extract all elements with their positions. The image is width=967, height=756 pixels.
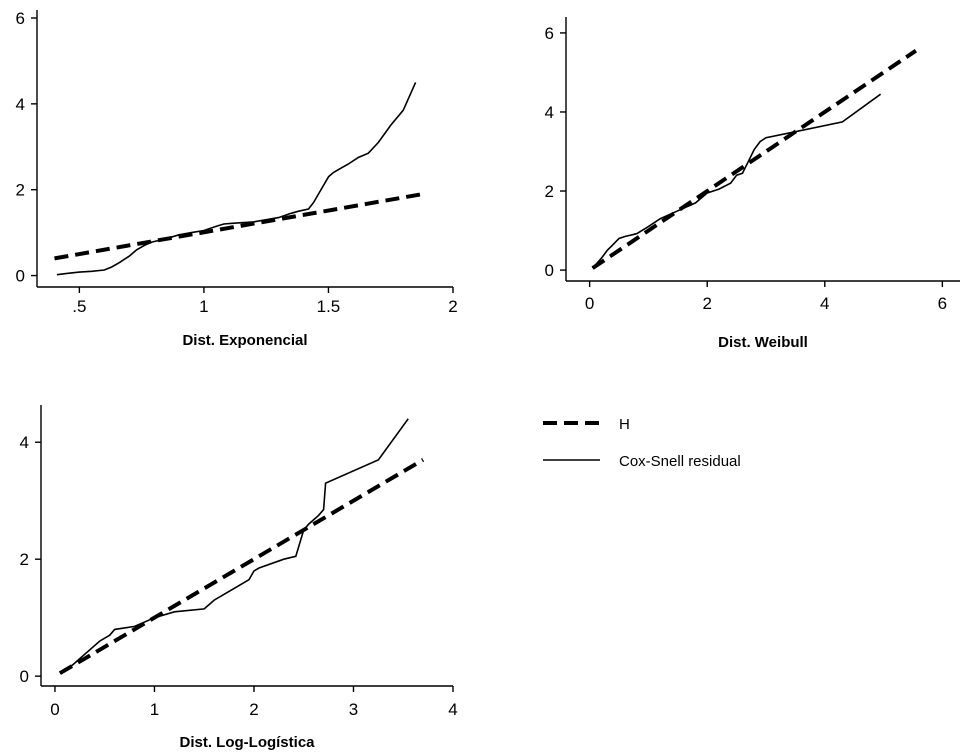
chart-panel-2: 0 2 4 6 0 2 4 6 Dist. Weibull (545, 17, 960, 351)
x-tick-label: 0 (585, 294, 594, 313)
legend-label-h: H (619, 416, 630, 433)
y-tick-label: 2 (16, 181, 25, 200)
x-tick-label: 3 (349, 700, 358, 719)
x-axis-title: Dist. Log-Logística (180, 734, 316, 751)
series-cox-snell-line (592, 93, 882, 269)
x-axis-title: Dist. Weibull (718, 334, 808, 351)
y-tick-label: 6 (545, 24, 554, 43)
series-h-line (58, 458, 425, 675)
y-tick-label: 6 (16, 9, 25, 28)
y-tick-label: 2 (545, 182, 554, 201)
x-tick-label: 4 (448, 700, 457, 719)
legend: H Cox-Snell residual (543, 416, 741, 470)
chart-panel-3: 0 2 4 0 1 2 3 4 Dist. Log-Logística (20, 405, 458, 751)
x-tick-label: 1.5 (317, 297, 341, 316)
chart-panels: 0 2 4 6 .5 1 1.5 2 Dist. Exponencial 0 2 4 6 0 2 4 6 Dist… (16, 9, 960, 751)
y-tick-label: 0 (16, 267, 25, 286)
y-tick-label: 4 (16, 95, 25, 114)
series-cox-snell-line (59, 418, 409, 674)
y-tick-label: 0 (545, 261, 554, 280)
chart-panel-1: 0 2 4 6 .5 1 1.5 2 Dist. Exponencial (16, 9, 458, 349)
x-tick-label: 2 (702, 294, 711, 313)
x-tick-label: 6 (938, 294, 947, 313)
x-tick-label: 4 (820, 294, 829, 313)
x-tick-label: 0 (50, 700, 59, 719)
y-tick-label: 0 (20, 667, 29, 686)
y-tick-label: 2 (20, 550, 29, 569)
series-h-line (591, 49, 918, 270)
legend-label-cox-snell: Cox-Snell residual (619, 453, 741, 470)
x-tick-label: 1 (199, 297, 208, 316)
series-cox-snell-line (56, 82, 417, 276)
series-h-line (54, 192, 424, 261)
x-axis-title: Dist. Exponencial (182, 332, 307, 349)
x-tick-label: .5 (72, 297, 86, 316)
y-tick-label: 4 (20, 433, 29, 452)
x-tick-label: 2 (448, 297, 457, 316)
x-tick-label: 2 (249, 700, 258, 719)
y-tick-label: 4 (545, 103, 554, 122)
x-tick-label: 1 (150, 700, 159, 719)
